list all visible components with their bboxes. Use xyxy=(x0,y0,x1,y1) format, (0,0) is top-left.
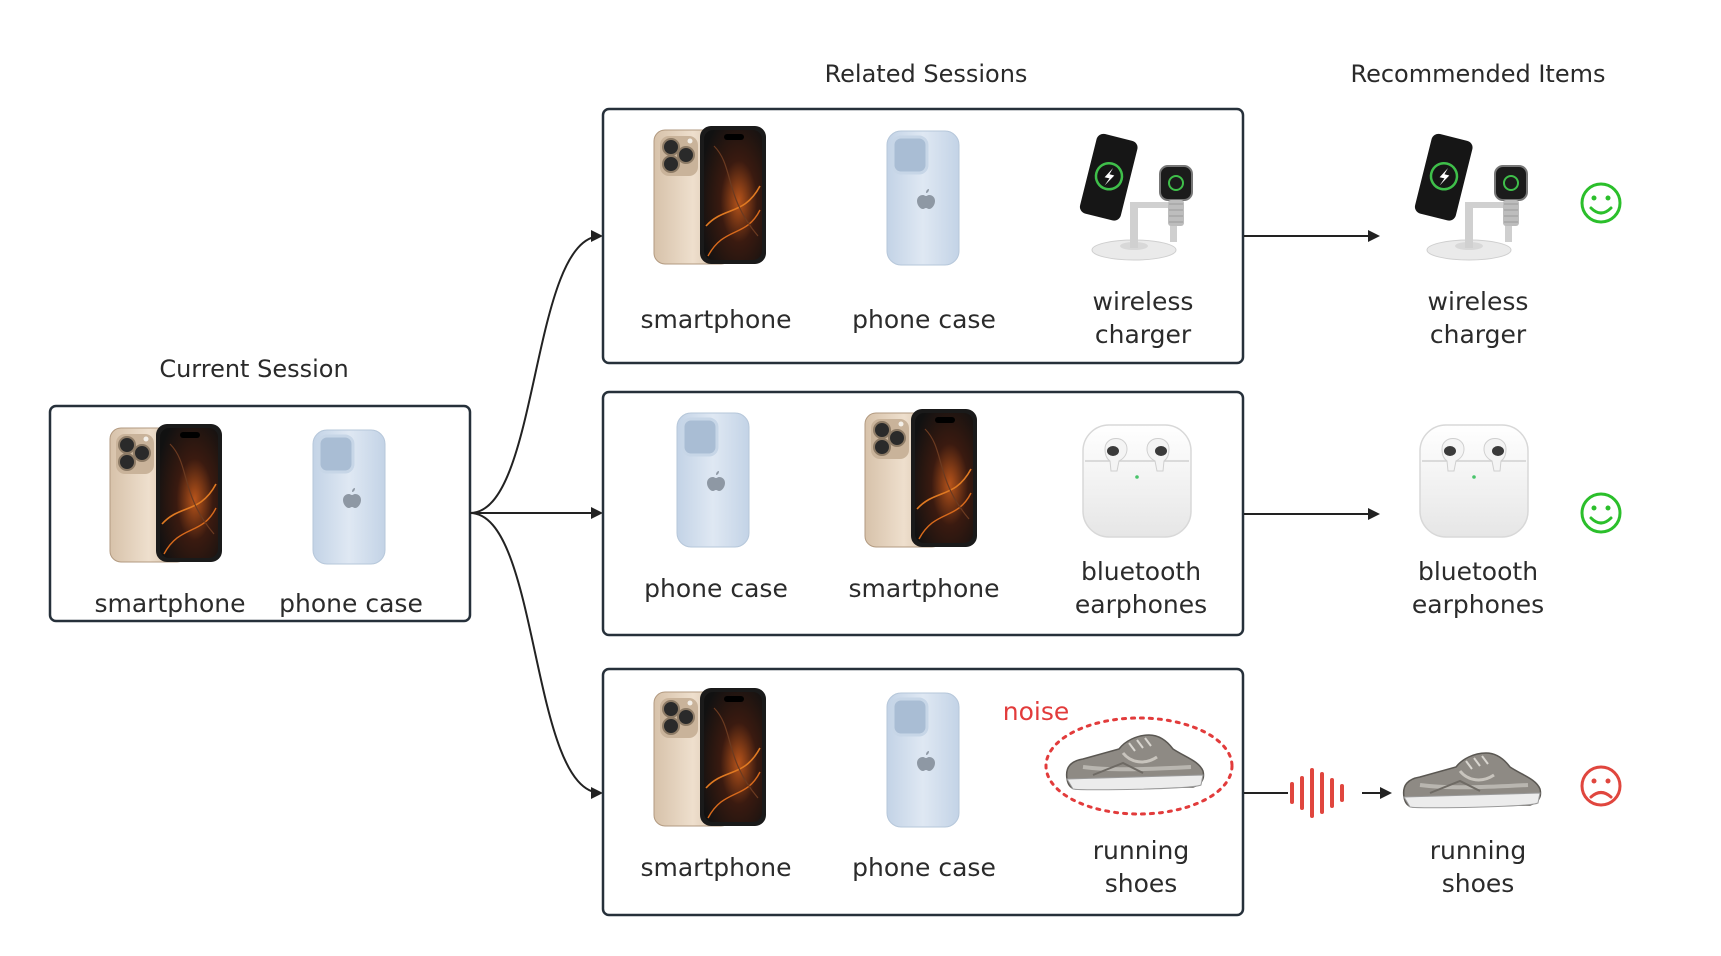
noise-label: noise xyxy=(1003,697,1070,726)
rec1-label-line2: charger xyxy=(1430,320,1527,349)
session1-label-charger-line2: charger xyxy=(1095,320,1192,349)
earphones-icon xyxy=(1082,424,1192,538)
recommended-item-2: bluetooth earphones xyxy=(1412,424,1622,619)
noise-highlight-ellipse xyxy=(1044,716,1234,816)
session3-label-phone-case: phone case xyxy=(852,853,996,882)
smartphone-icon xyxy=(109,423,223,563)
noise-waveform-icon xyxy=(1290,768,1344,818)
phone-case-icon xyxy=(885,691,961,829)
phone-case-icon xyxy=(885,129,961,267)
recommended-item-1: wireless charger xyxy=(1412,131,1622,349)
running-shoes-icon xyxy=(1401,751,1543,810)
smiley-icon xyxy=(1580,492,1622,534)
connector-to-session-1 xyxy=(469,230,603,514)
smartphone-icon xyxy=(653,687,767,827)
current-item-label-phone-case: phone case xyxy=(279,589,423,618)
earphones-icon xyxy=(1419,424,1529,538)
connector-to-session-3 xyxy=(469,512,603,799)
session3-label-smartphone: smartphone xyxy=(640,853,791,882)
recommended-items-heading: Recommended Items xyxy=(1351,60,1606,88)
current-session-box: smartphone phone case xyxy=(48,404,472,623)
session2-label-earphones-line2: earphones xyxy=(1075,590,1207,619)
session1-label-smartphone: smartphone xyxy=(640,305,791,334)
related-session-3: noise smartphone phone case running shoe… xyxy=(601,667,1245,917)
smartphone-icon xyxy=(653,125,767,265)
frown-icon xyxy=(1580,765,1622,807)
current-session-heading: Current Session xyxy=(159,355,348,383)
session2-label-smartphone: smartphone xyxy=(848,574,999,603)
session2-label-phone-case: phone case xyxy=(644,574,788,603)
recommended-item-3: running shoes xyxy=(1401,751,1622,898)
session2-label-earphones-line1: bluetooth xyxy=(1081,557,1201,586)
related-session-1: smartphone phone case wireless charger xyxy=(601,107,1245,365)
rec3-label-line1: running xyxy=(1430,836,1526,865)
session3-label-shoes-line2: shoes xyxy=(1105,869,1178,898)
related-sessions-heading: Related Sessions xyxy=(825,60,1028,88)
phone-case-icon xyxy=(311,428,387,566)
smartphone-icon xyxy=(864,408,978,548)
current-item-label-smartphone: smartphone xyxy=(94,589,245,618)
related-session-2: phone case smartphone bluetooth earphone… xyxy=(601,390,1245,637)
smiley-icon xyxy=(1580,182,1622,224)
wireless-charger-icon xyxy=(1412,131,1529,262)
rec2-label-line2: earphones xyxy=(1412,590,1544,619)
session3-label-shoes-line1: running xyxy=(1093,836,1189,865)
phone-case-icon xyxy=(675,411,751,549)
rec3-label-line2: shoes xyxy=(1442,869,1515,898)
session1-label-phone-case: phone case xyxy=(852,305,996,334)
rec1-label-line1: wireless xyxy=(1428,287,1529,316)
rec2-label-line1: bluetooth xyxy=(1418,557,1538,586)
session1-label-charger-line1: wireless xyxy=(1093,287,1194,316)
